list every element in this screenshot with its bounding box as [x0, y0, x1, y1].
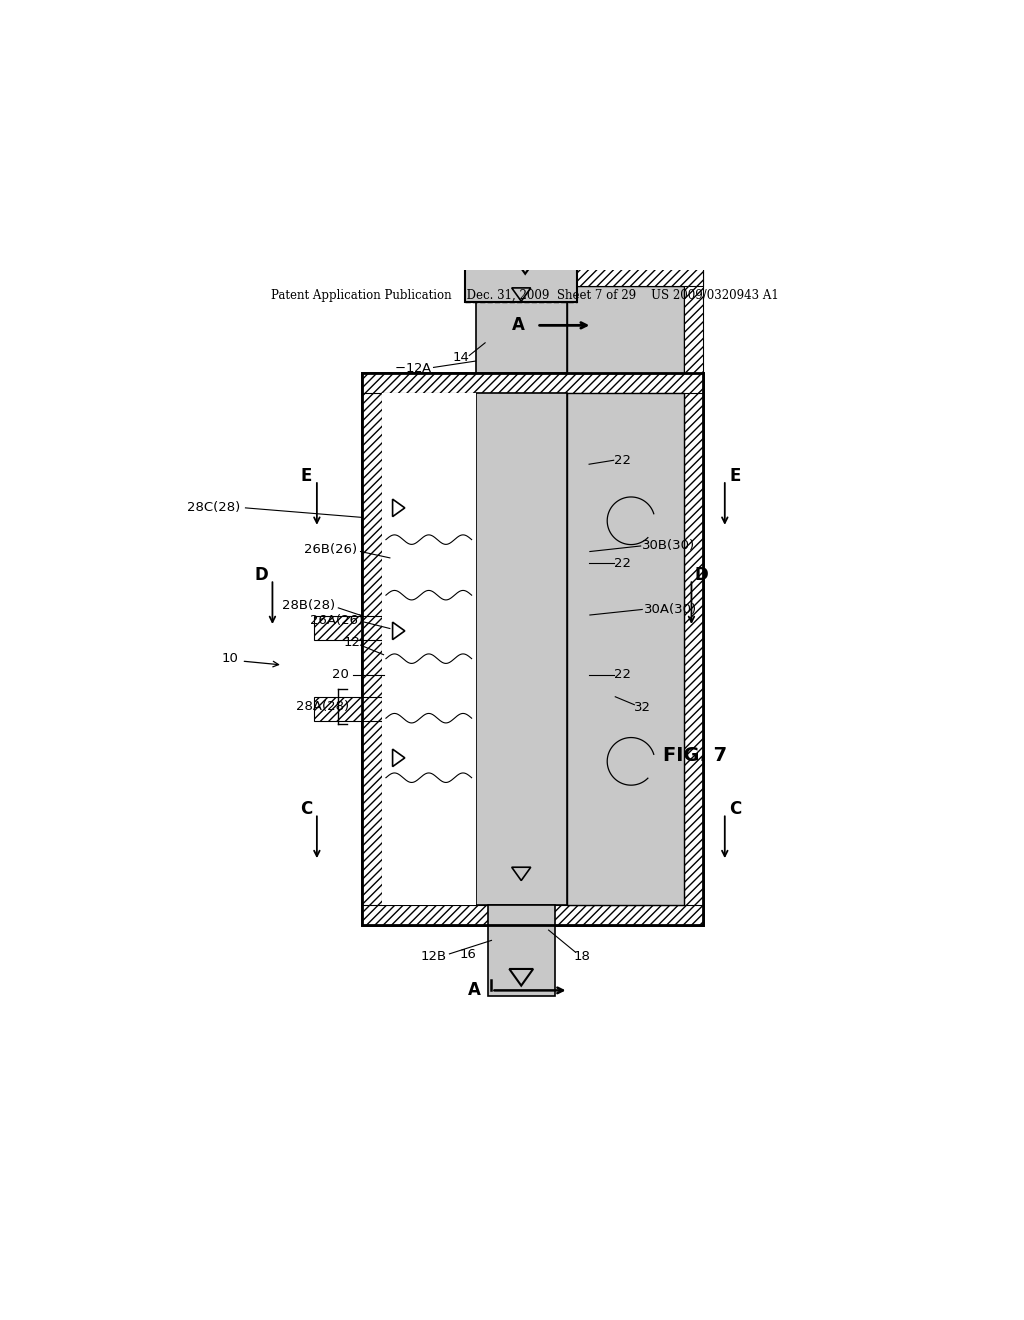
- Bar: [567, 265, 703, 285]
- Text: 18: 18: [573, 950, 591, 962]
- Text: 30B(30): 30B(30): [642, 540, 695, 553]
- Bar: [382, 393, 475, 904]
- Text: 20: 20: [332, 668, 349, 681]
- Text: E: E: [301, 467, 312, 486]
- Text: 32: 32: [634, 701, 651, 714]
- Bar: [362, 374, 703, 924]
- Ellipse shape: [465, 240, 578, 260]
- Text: 28C(28): 28C(28): [187, 502, 241, 515]
- Text: C: C: [300, 800, 312, 818]
- Text: 26A(26): 26A(26): [310, 614, 364, 627]
- Text: A: A: [468, 981, 481, 999]
- Text: 28B(28): 28B(28): [283, 599, 336, 612]
- Text: $\mathregular{-}$12A: $\mathregular{-}$12A: [394, 363, 433, 375]
- Bar: [475, 301, 567, 374]
- Bar: [567, 393, 684, 904]
- Text: D: D: [254, 566, 268, 585]
- Bar: [487, 904, 555, 997]
- Bar: [684, 374, 703, 924]
- Text: C: C: [729, 800, 741, 818]
- Bar: [382, 393, 475, 904]
- Text: 26B(26): 26B(26): [304, 543, 357, 556]
- Text: 16: 16: [460, 948, 476, 961]
- Bar: [475, 393, 567, 904]
- Text: Patent Application Publication    Dec. 31, 2009  Sheet 7 of 29    US 2009/032094: Patent Application Publication Dec. 31, …: [271, 289, 778, 302]
- Text: 22: 22: [613, 557, 631, 570]
- Bar: [362, 904, 703, 924]
- Text: 22: 22: [613, 454, 631, 467]
- Text: 12B: 12B: [421, 950, 446, 962]
- Text: FIG. 7: FIG. 7: [664, 746, 727, 766]
- Text: 30A(30): 30A(30): [644, 603, 697, 616]
- Bar: [314, 697, 382, 721]
- Bar: [567, 285, 684, 374]
- Text: 10: 10: [221, 652, 238, 665]
- Bar: [465, 249, 578, 301]
- Text: 14: 14: [453, 351, 470, 363]
- Text: 12: 12: [343, 636, 360, 649]
- Text: A: A: [512, 317, 524, 334]
- Bar: [314, 616, 382, 640]
- Bar: [362, 374, 382, 924]
- Text: 22: 22: [613, 668, 631, 681]
- Text: D: D: [694, 566, 708, 585]
- Text: 28A(28): 28A(28): [296, 700, 349, 713]
- Bar: [684, 265, 703, 374]
- Text: E: E: [729, 467, 740, 486]
- Bar: [362, 374, 703, 924]
- Bar: [362, 374, 703, 393]
